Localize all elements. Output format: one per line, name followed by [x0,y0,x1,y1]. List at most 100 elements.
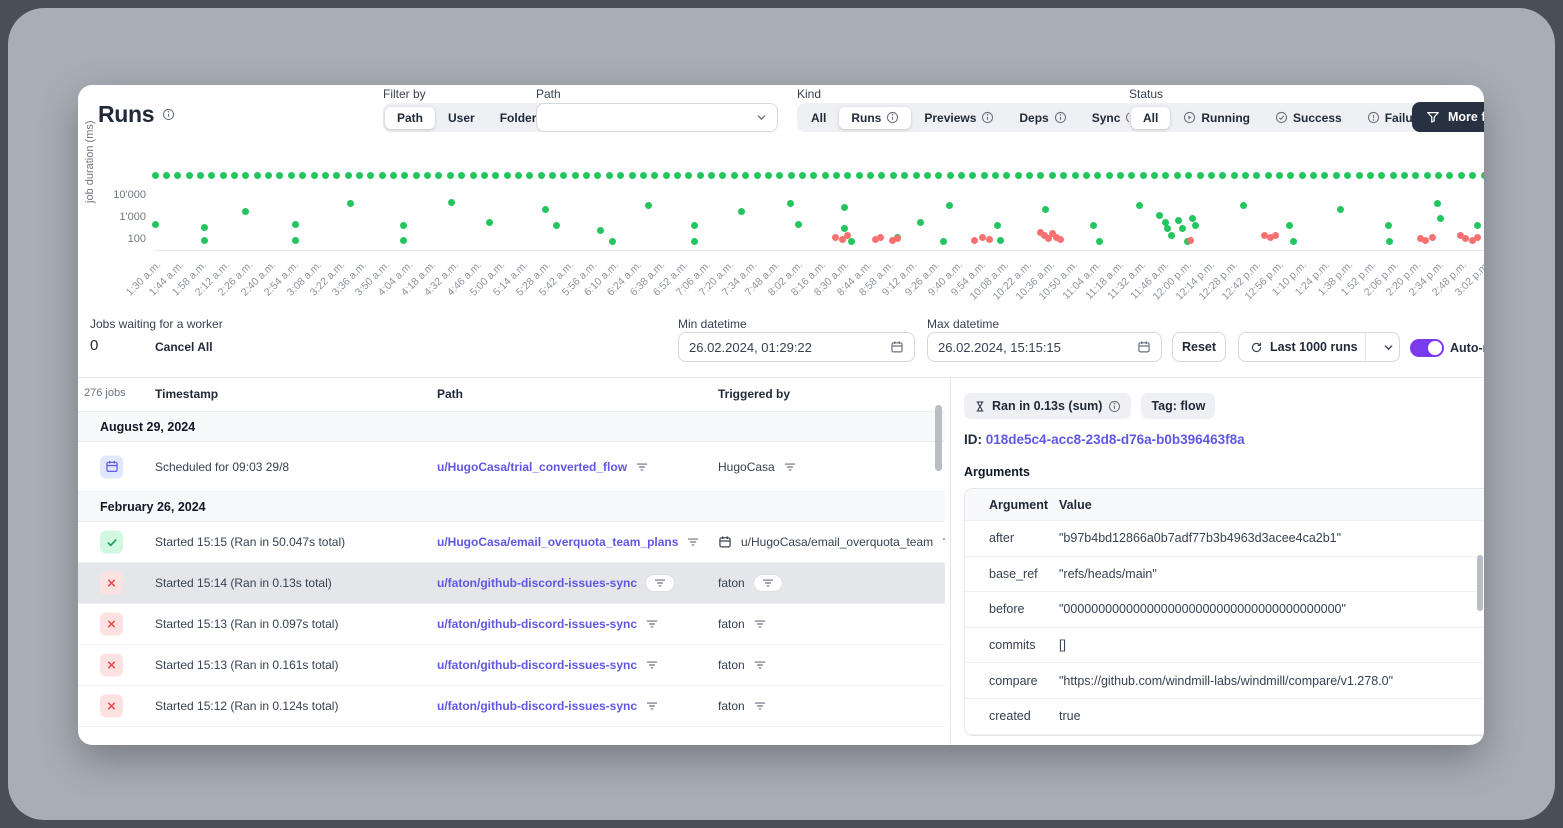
chart-point-failure [1474,234,1481,241]
chart-point-success [890,172,897,179]
chart-point-success [276,172,283,179]
kind-tab-deps[interactable]: Deps [1007,107,1078,129]
chart-point-success [1231,172,1238,179]
filter-by-tab-user[interactable]: User [436,107,487,129]
argument-row: base_ref"refs/heads/main" [965,557,1484,593]
arguments-heading: Arguments [964,465,1030,479]
job-row[interactable]: Scheduled for 09:03 29/8u/HugoCasa/trial… [78,442,945,492]
reset-label: Reset [1182,340,1216,354]
filter-by-this-icon[interactable] [754,619,766,629]
chart-point-success [1458,172,1465,179]
kind-tab-runs[interactable]: Runs [839,107,911,129]
chart-point-success [617,172,624,179]
info-icon[interactable] [981,111,994,124]
chart-point-success [504,172,511,179]
status-tab-all[interactable]: All [1131,107,1170,129]
jobs-waiting-count: 0 [90,337,98,354]
job-row[interactable]: Started 15:13 (Ran in 0.097s total)u/fat… [78,604,945,645]
calendar-icon[interactable] [1137,340,1151,354]
chart-point-success [413,172,420,179]
job-path-link[interactable]: u/faton/github-discord-issues-sync [437,699,637,713]
job-row[interactable]: Started 15:14 (Ran in 0.13s total) u/fato… [78,563,945,604]
chart-point-success [697,172,704,179]
min-datetime-input[interactable]: 26.02.2024, 01:29:22 [678,332,915,362]
filter-by-this-icon[interactable] [636,462,648,472]
chart-point-success [1208,172,1215,179]
filter-by-this-icon[interactable] [646,701,658,711]
job-path-link[interactable]: u/HugoCasa/trial_converted_flow [437,460,627,474]
argument-value: "b97b4bd12866a0b7adf77b3b4963d3acee4ca2b… [1059,531,1484,545]
job-path-link[interactable]: u/faton/github-discord-issues-sync [437,617,637,631]
chart-point-success [1386,238,1393,245]
more-filters-button[interactable]: More f [1412,102,1484,132]
info-icon[interactable] [1108,400,1121,413]
kind-tab-previews[interactable]: Previews [912,107,1006,129]
run-id-label: ID: [964,432,982,447]
chart-point-success [231,172,238,179]
argument-value: [] [1059,638,1484,652]
chart-point-success [560,172,567,179]
chart-point-failure [1429,234,1436,241]
chart-point-success [1072,172,1079,179]
chart-point-success [663,172,670,179]
status-tab-running[interactable]: Running [1171,107,1262,129]
chart-point-success [765,172,772,179]
reset-button[interactable]: Reset [1172,332,1226,362]
chart-x-axis-labels: 1:30 a.m.1:44 a.m.1:58 a.m.2:12 a.m.2:26… [155,255,1484,317]
filter-by-this-icon[interactable] [646,660,658,670]
filter-by-this-icon[interactable] [754,660,766,670]
filter-by-this-icon[interactable] [784,462,796,472]
chart-point-success [969,172,976,179]
calendar-icon [718,535,732,549]
job-row[interactable]: Started 15:12 (Ran in 0.124s total)u/fat… [78,686,945,727]
runs-count-select[interactable]: Last 1000 runs [1238,332,1400,362]
argument-row: after"b97b4bd12866a0b7adf77b3b4963d3acee… [965,521,1484,557]
argument-name: compare [965,674,1059,688]
kind-tab-all[interactable]: All [799,107,838,129]
job-path-link[interactable]: u/faton/github-discord-issues-sync [437,658,637,672]
hourglass-icon [974,400,986,413]
filter-by-tab-path[interactable]: Path [385,107,435,129]
calendar-icon[interactable] [890,340,904,354]
chevron-down-icon[interactable] [1373,342,1404,353]
chart-y-tick: 1'000 [119,211,146,223]
detail-scrollbar[interactable] [1477,555,1483,611]
job-timestamp: Started 15:14 (Ran in 0.13s total) [155,576,332,590]
info-icon[interactable] [1054,111,1067,124]
status-scheduled-badge [100,455,123,478]
info-icon[interactable] [886,111,899,124]
filter-by-this-icon[interactable] [754,701,766,711]
arguments-table-header: Argument Value [965,489,1484,521]
filter-by-this-icon[interactable] [687,537,699,547]
max-datetime-input[interactable]: 26.02.2024, 15:15:15 [927,332,1162,362]
status-tab-success[interactable]: Success [1263,107,1354,129]
auto-refresh-toggle[interactable] [1410,339,1444,357]
chart-point-success [981,172,988,179]
chart-point-success [901,172,908,179]
filter-by-this-icon[interactable] [646,575,674,591]
filter-by-this-icon[interactable] [754,575,782,591]
chart-point-success [856,172,863,179]
filter-by-this-icon[interactable] [646,619,658,629]
path-select[interactable] [536,103,778,132]
filter-by-this-icon[interactable] [942,537,945,547]
status-failure-badge [100,654,123,677]
job-row[interactable]: Started 15:15 (Ran in 50.047s total)u/Hu… [78,522,945,563]
chart-point-success [841,204,848,211]
chart-point-success [822,172,829,179]
job-path-link[interactable]: u/HugoCasa/email_overquota_team_plans [437,535,678,549]
cancel-all-button[interactable]: Cancel All [155,340,213,354]
runs-duration-chart[interactable]: 10'0001'000100 [155,160,1484,251]
chart-point-success [776,172,783,179]
status-success-badge [100,531,123,554]
chart-point-failure [1462,235,1469,242]
jobs-table: 276 jobs Timestamp Path Triggered by Aug… [78,377,945,745]
job-row[interactable]: Started 15:13 (Ran in 0.161s total)u/fat… [78,645,945,686]
jobs-scrollbar[interactable] [935,405,942,471]
chart-point-success [1185,172,1192,179]
chart-point-success [1469,172,1476,179]
job-path-link[interactable]: u/faton/github-discord-issues-sync [437,576,637,590]
info-icon[interactable] [162,108,175,121]
run-id-value[interactable]: 018de5c4-acc8-23d8-d76a-b0b396463f8a [986,432,1245,447]
chart-point-success [1240,202,1247,209]
